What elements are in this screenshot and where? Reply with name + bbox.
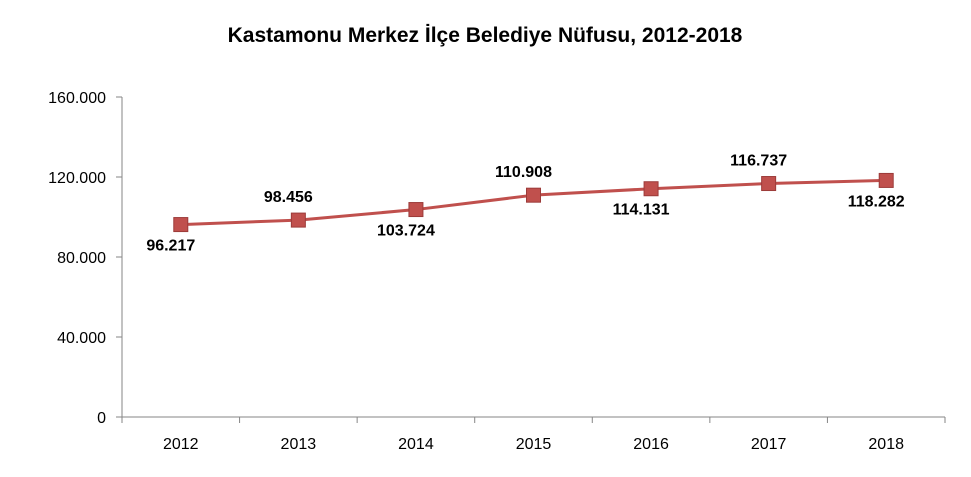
data-point <box>761 176 777 192</box>
y-tick-label: 0 <box>97 410 106 427</box>
data-point <box>526 187 541 203</box>
x-tick-label: 2013 <box>281 436 317 453</box>
y-tick-label: 160.000 <box>48 90 106 107</box>
data-label: 103.724 <box>377 223 435 240</box>
x-tick-label: 2015 <box>516 436 552 453</box>
y-tick-label: 40.000 <box>57 330 106 347</box>
data-point <box>290 212 306 228</box>
x-tick-label: 2012 <box>163 436 199 453</box>
data-point <box>173 217 189 233</box>
data-label: 110.908 <box>495 164 552 181</box>
data-label: 98.456 <box>264 189 313 206</box>
data-label: 116.737 <box>730 153 787 170</box>
data-label: 114.131 <box>613 202 670 219</box>
data-point <box>643 181 659 197</box>
y-tick-label: 80.000 <box>57 250 106 267</box>
data-labels: 96.217 98.456 103.724 110.908 114.131 116.737… <box>146 153 904 255</box>
series-group <box>173 172 894 233</box>
x-tick-label: 2018 <box>868 436 904 453</box>
x-tick-label: 2014 <box>398 436 434 453</box>
data-point <box>408 202 424 218</box>
data-label: 118.282 <box>848 193 905 210</box>
data-point <box>878 172 894 188</box>
x-tick-label: 2016 <box>633 436 669 453</box>
y-tick-label: 120.000 <box>48 170 106 187</box>
chart-title: Kastamonu Merkez İlçe Belediye Nüfusu, 2… <box>228 24 743 47</box>
x-tick-label: 2017 <box>751 436 787 453</box>
data-label: 96.217 <box>146 238 195 255</box>
axes: 0 40.000 80.000 120.000 160.000 2012 2013 2014 2… <box>48 90 946 453</box>
